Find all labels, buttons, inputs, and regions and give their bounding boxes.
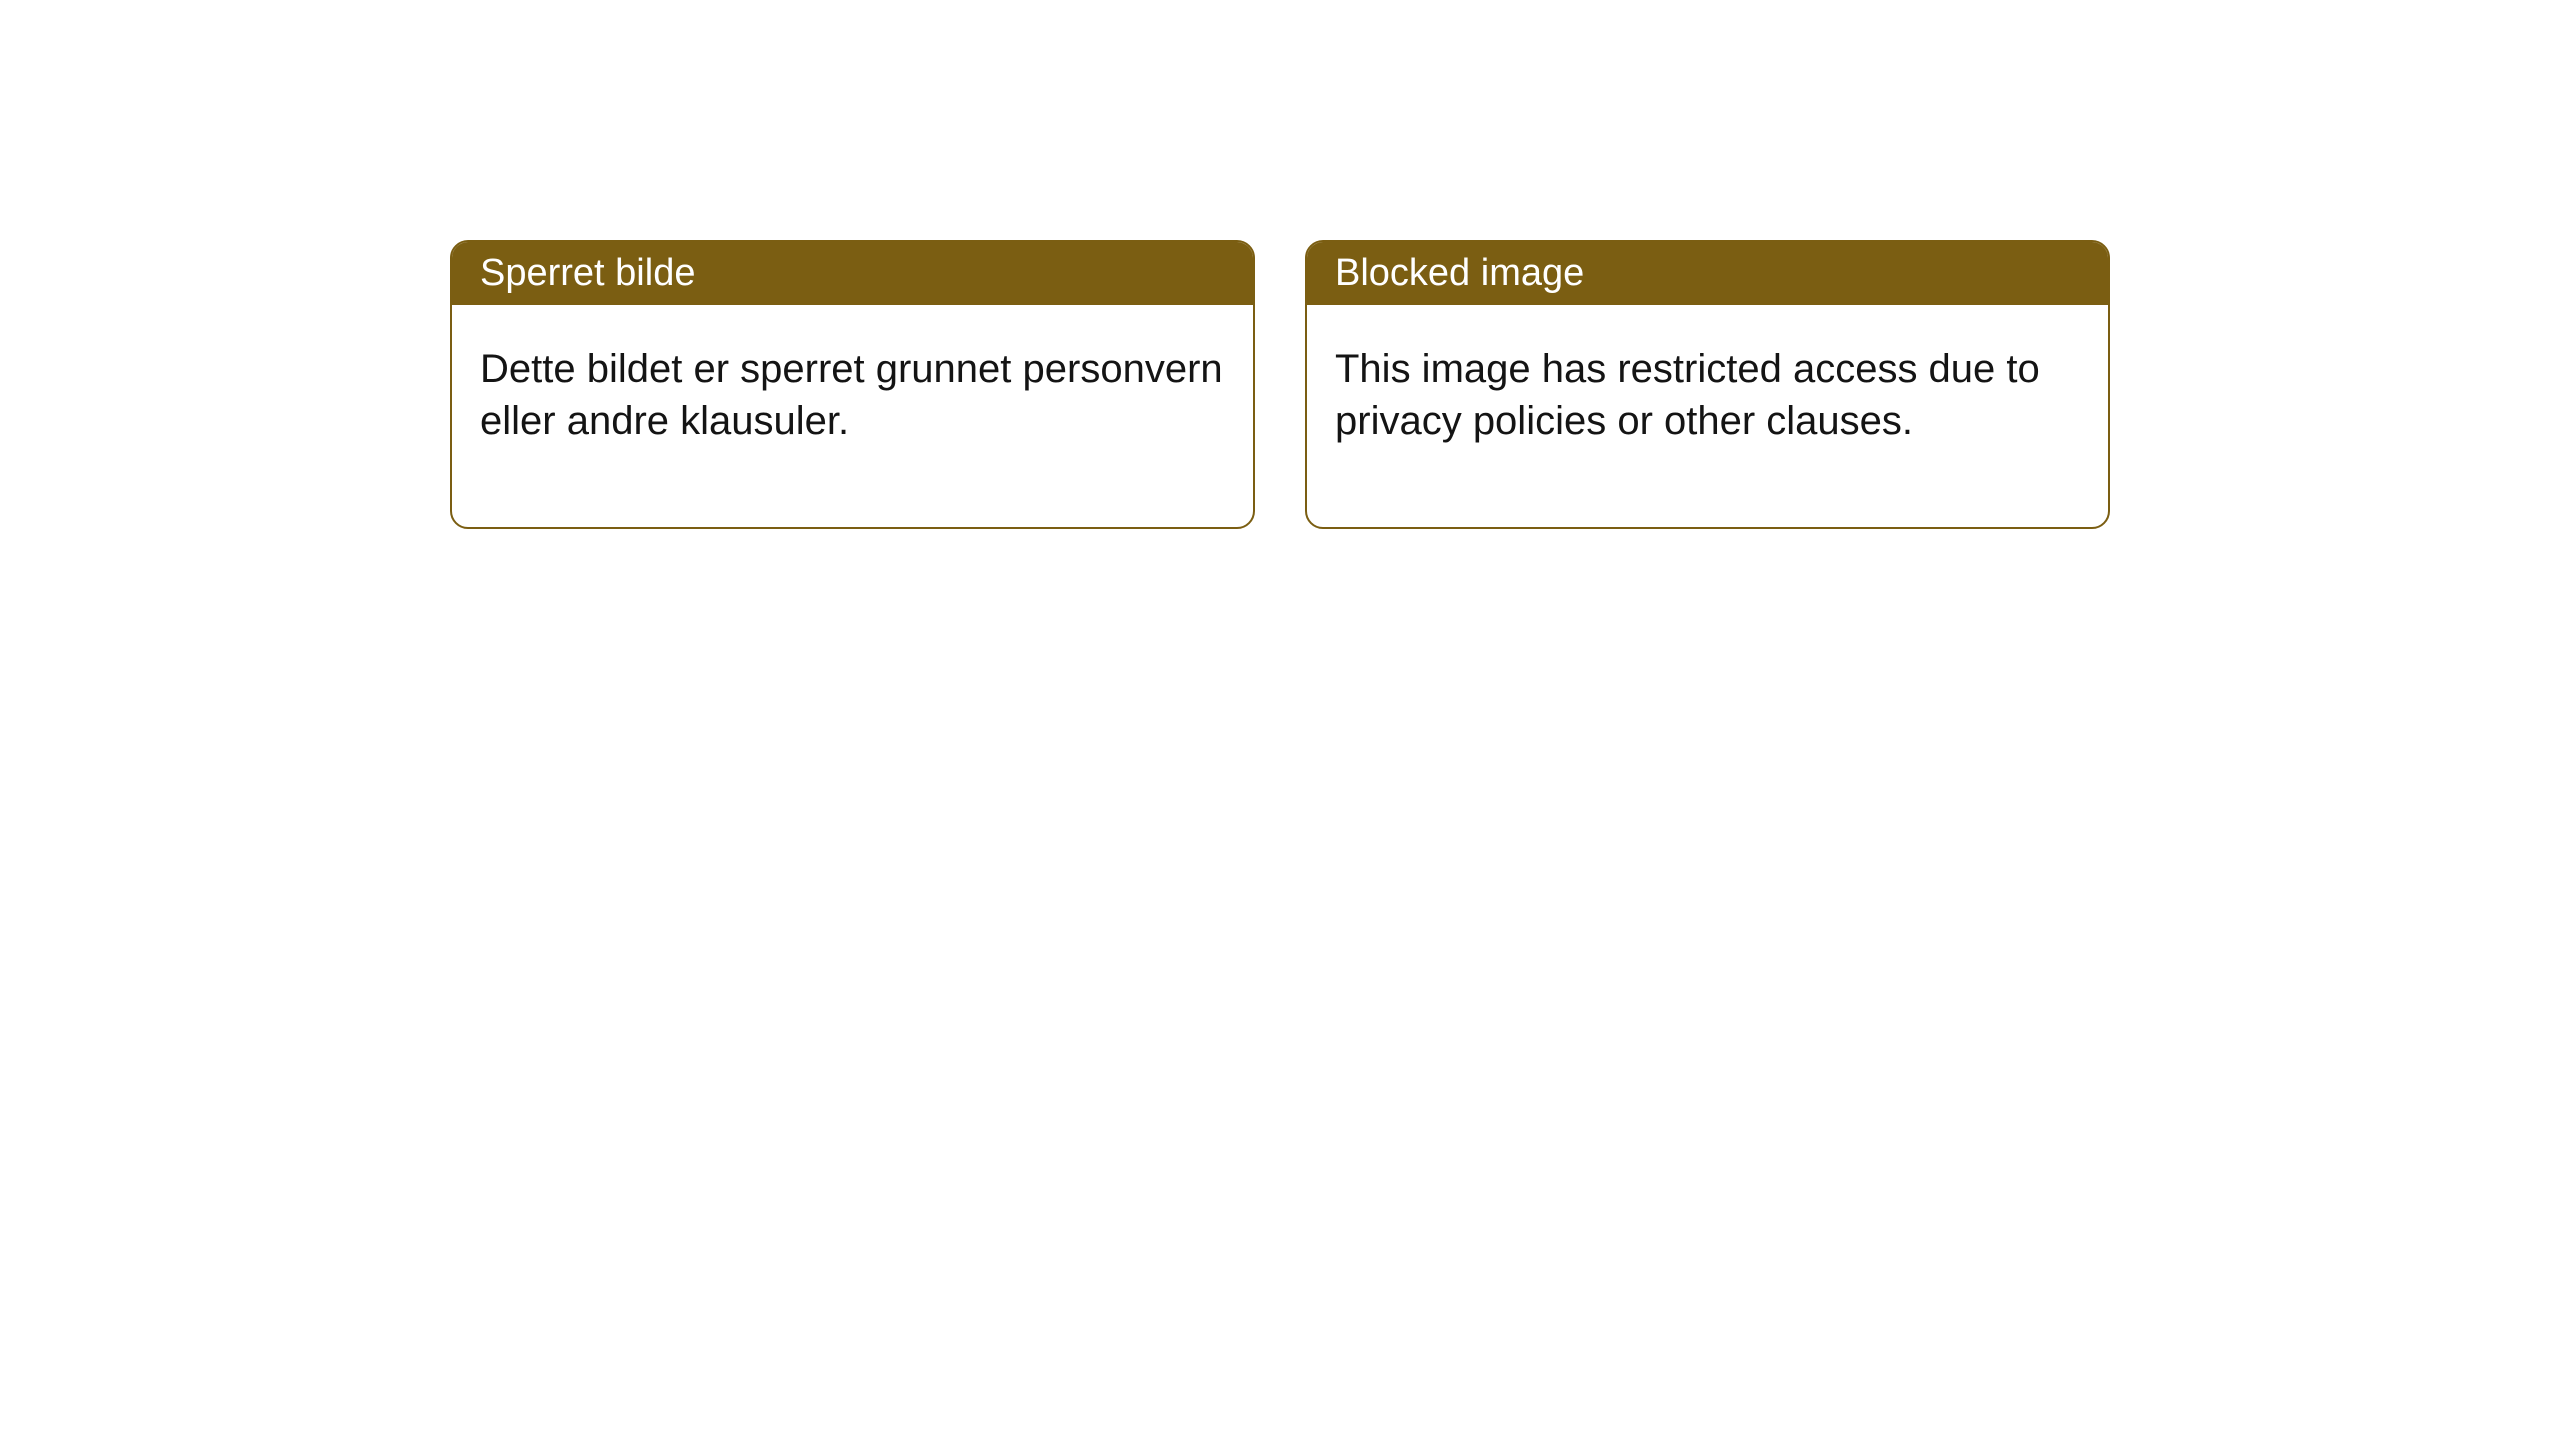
- card-body-en: This image has restricted access due to …: [1307, 305, 2108, 527]
- cards-container: Sperret bilde Dette bildet er sperret gr…: [450, 240, 2110, 529]
- card-text-no: Dette bildet er sperret grunnet personve…: [480, 347, 1223, 443]
- card-text-en: This image has restricted access due to …: [1335, 347, 2040, 443]
- card-title-en: Blocked image: [1335, 252, 1584, 294]
- blocked-image-card-en: Blocked image This image has restricted …: [1305, 240, 2110, 529]
- card-title-no: Sperret bilde: [480, 252, 695, 294]
- card-header-en: Blocked image: [1307, 242, 2108, 305]
- blocked-image-card-no: Sperret bilde Dette bildet er sperret gr…: [450, 240, 1255, 529]
- card-body-no: Dette bildet er sperret grunnet personve…: [452, 305, 1253, 527]
- card-header-no: Sperret bilde: [452, 242, 1253, 305]
